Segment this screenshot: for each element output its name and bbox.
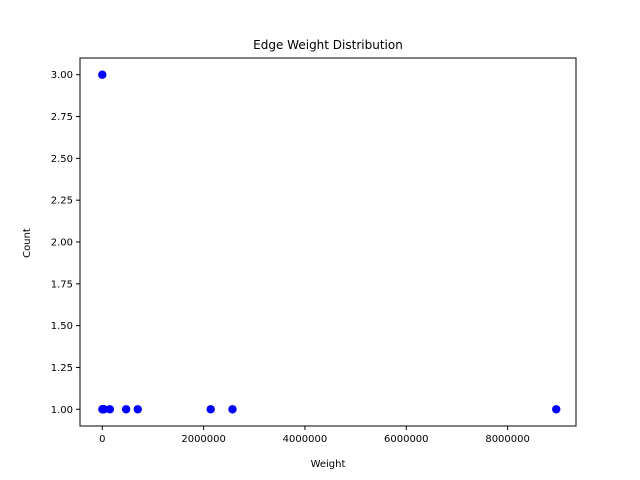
chart-title: Edge Weight Distribution xyxy=(253,38,403,52)
y-tick-label: 2.50 xyxy=(51,154,73,165)
y-tick-label: 1.50 xyxy=(51,321,73,332)
y-tick-label: 3.00 xyxy=(51,70,73,81)
data-point xyxy=(98,70,107,79)
y-tick-label: 2.75 xyxy=(51,112,73,123)
y-tick-label: 2.25 xyxy=(51,196,73,207)
y-axis: 1.00 1.25 1.50 1.75 2.00 2.25 2.50 2.75 3.00 xyxy=(51,70,80,416)
data-point xyxy=(105,405,115,414)
x-axis: 0 2000000 4000000 6000000 8000000 xyxy=(99,426,530,445)
data-point xyxy=(552,405,561,414)
data-point xyxy=(228,405,237,414)
x-tick-label: 2000000 xyxy=(181,434,226,445)
y-tick-label: 2.00 xyxy=(51,238,73,249)
x-axis-label: Weight xyxy=(311,459,346,470)
x-tick-label: 8000000 xyxy=(485,434,530,445)
y-tick-label: 1.25 xyxy=(51,363,73,374)
x-tick-label: 0 xyxy=(99,434,105,445)
x-tick-label: 6000000 xyxy=(384,434,429,445)
plot-frame xyxy=(79,57,577,427)
x-tick-label: 4000000 xyxy=(283,434,328,445)
y-tick-label: 1.75 xyxy=(51,279,73,290)
data-point xyxy=(133,405,142,414)
y-tick-label: 1.00 xyxy=(51,405,73,416)
y-axis-label: Count xyxy=(22,228,33,258)
data-point xyxy=(206,405,215,414)
data-point xyxy=(121,405,131,414)
data-point xyxy=(99,405,109,414)
plot-area xyxy=(98,70,561,414)
